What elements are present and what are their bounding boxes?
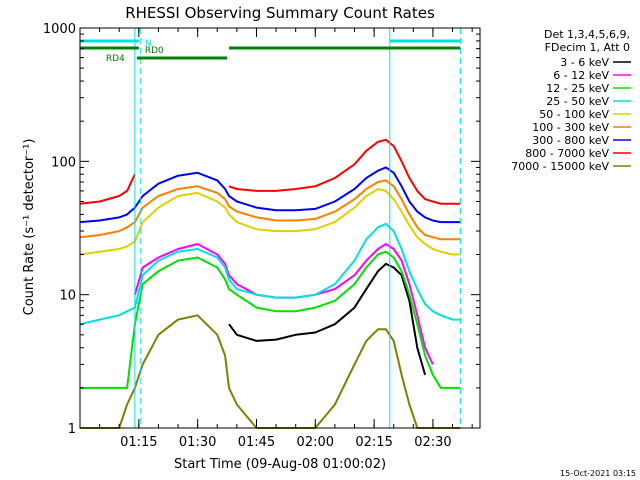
x-tick-label: 02:30: [414, 435, 451, 450]
x-tick-label: 02:15: [355, 435, 392, 450]
legend-entry-label: 12 - 25 keV: [546, 82, 609, 95]
flag-label-2: RD4: [106, 54, 125, 64]
flag-label-0: N: [145, 39, 152, 49]
axes-frame: [79, 27, 481, 429]
tick-group: 1 10 100 1000 01:15 01:30 01:45 02:00 02:15 02:30: [43, 22, 480, 450]
chart-title: RHESSI Observing Summary Count Rates: [125, 4, 435, 22]
legend-entry-label: 7000 - 15000 keV: [511, 160, 609, 173]
plot-border: [79, 27, 481, 429]
y-tick-label: 10: [59, 289, 76, 304]
legend-header-line: FDecim 1, Att 0: [545, 41, 630, 54]
legend-header-line: Det 1,3,4,5,6,9,: [544, 28, 630, 41]
legend-entry-label: 800 - 7000 keV: [525, 147, 609, 160]
x-tick-label: 01:45: [238, 435, 275, 450]
series-line-8: [80, 314, 461, 429]
legend-entry-label: 25 - 50 keV: [546, 95, 609, 108]
series-line-6: [79, 166, 461, 224]
x-tick-label: 01:15: [120, 435, 157, 450]
y-axis-label: Count Rate (s⁻¹ detector⁻¹): [22, 139, 37, 316]
x-axis-label: Start Time (09-Aug-08 01:00:02): [174, 457, 386, 472]
legend-entry-label: 6 - 12 keV: [553, 69, 609, 82]
y-tick-label: 1000: [43, 22, 76, 37]
flag-label-1: RD0: [145, 46, 164, 56]
series-line-5: [79, 179, 461, 241]
series-line-1: [133, 243, 434, 365]
series-line-7: [79, 138, 461, 205]
legend-entry-label: 3 - 6 keV: [560, 56, 609, 69]
x-tick-label: 01:30: [179, 435, 216, 450]
y-tick-label: 100: [51, 155, 76, 170]
series-line-2: [80, 250, 461, 389]
legend-entry-label: 300 - 800 keV: [532, 134, 609, 147]
series-line-0: [228, 262, 427, 376]
x-tick-label: 02:00: [297, 435, 334, 450]
legend-entry-label: 100 - 300 keV: [532, 121, 609, 134]
legend: Det 1,3,4,5,6,9,FDecim 1, Att 0 3 - 6 keV…: [511, 28, 631, 173]
legend-entry-label: 50 - 100 keV: [539, 108, 609, 121]
footer-timestamp: 15-Oct-2021 03:15: [560, 469, 636, 478]
y-tick-label: 1: [68, 422, 76, 437]
series-line-4: [79, 188, 461, 256]
series-line-3: [79, 222, 461, 326]
